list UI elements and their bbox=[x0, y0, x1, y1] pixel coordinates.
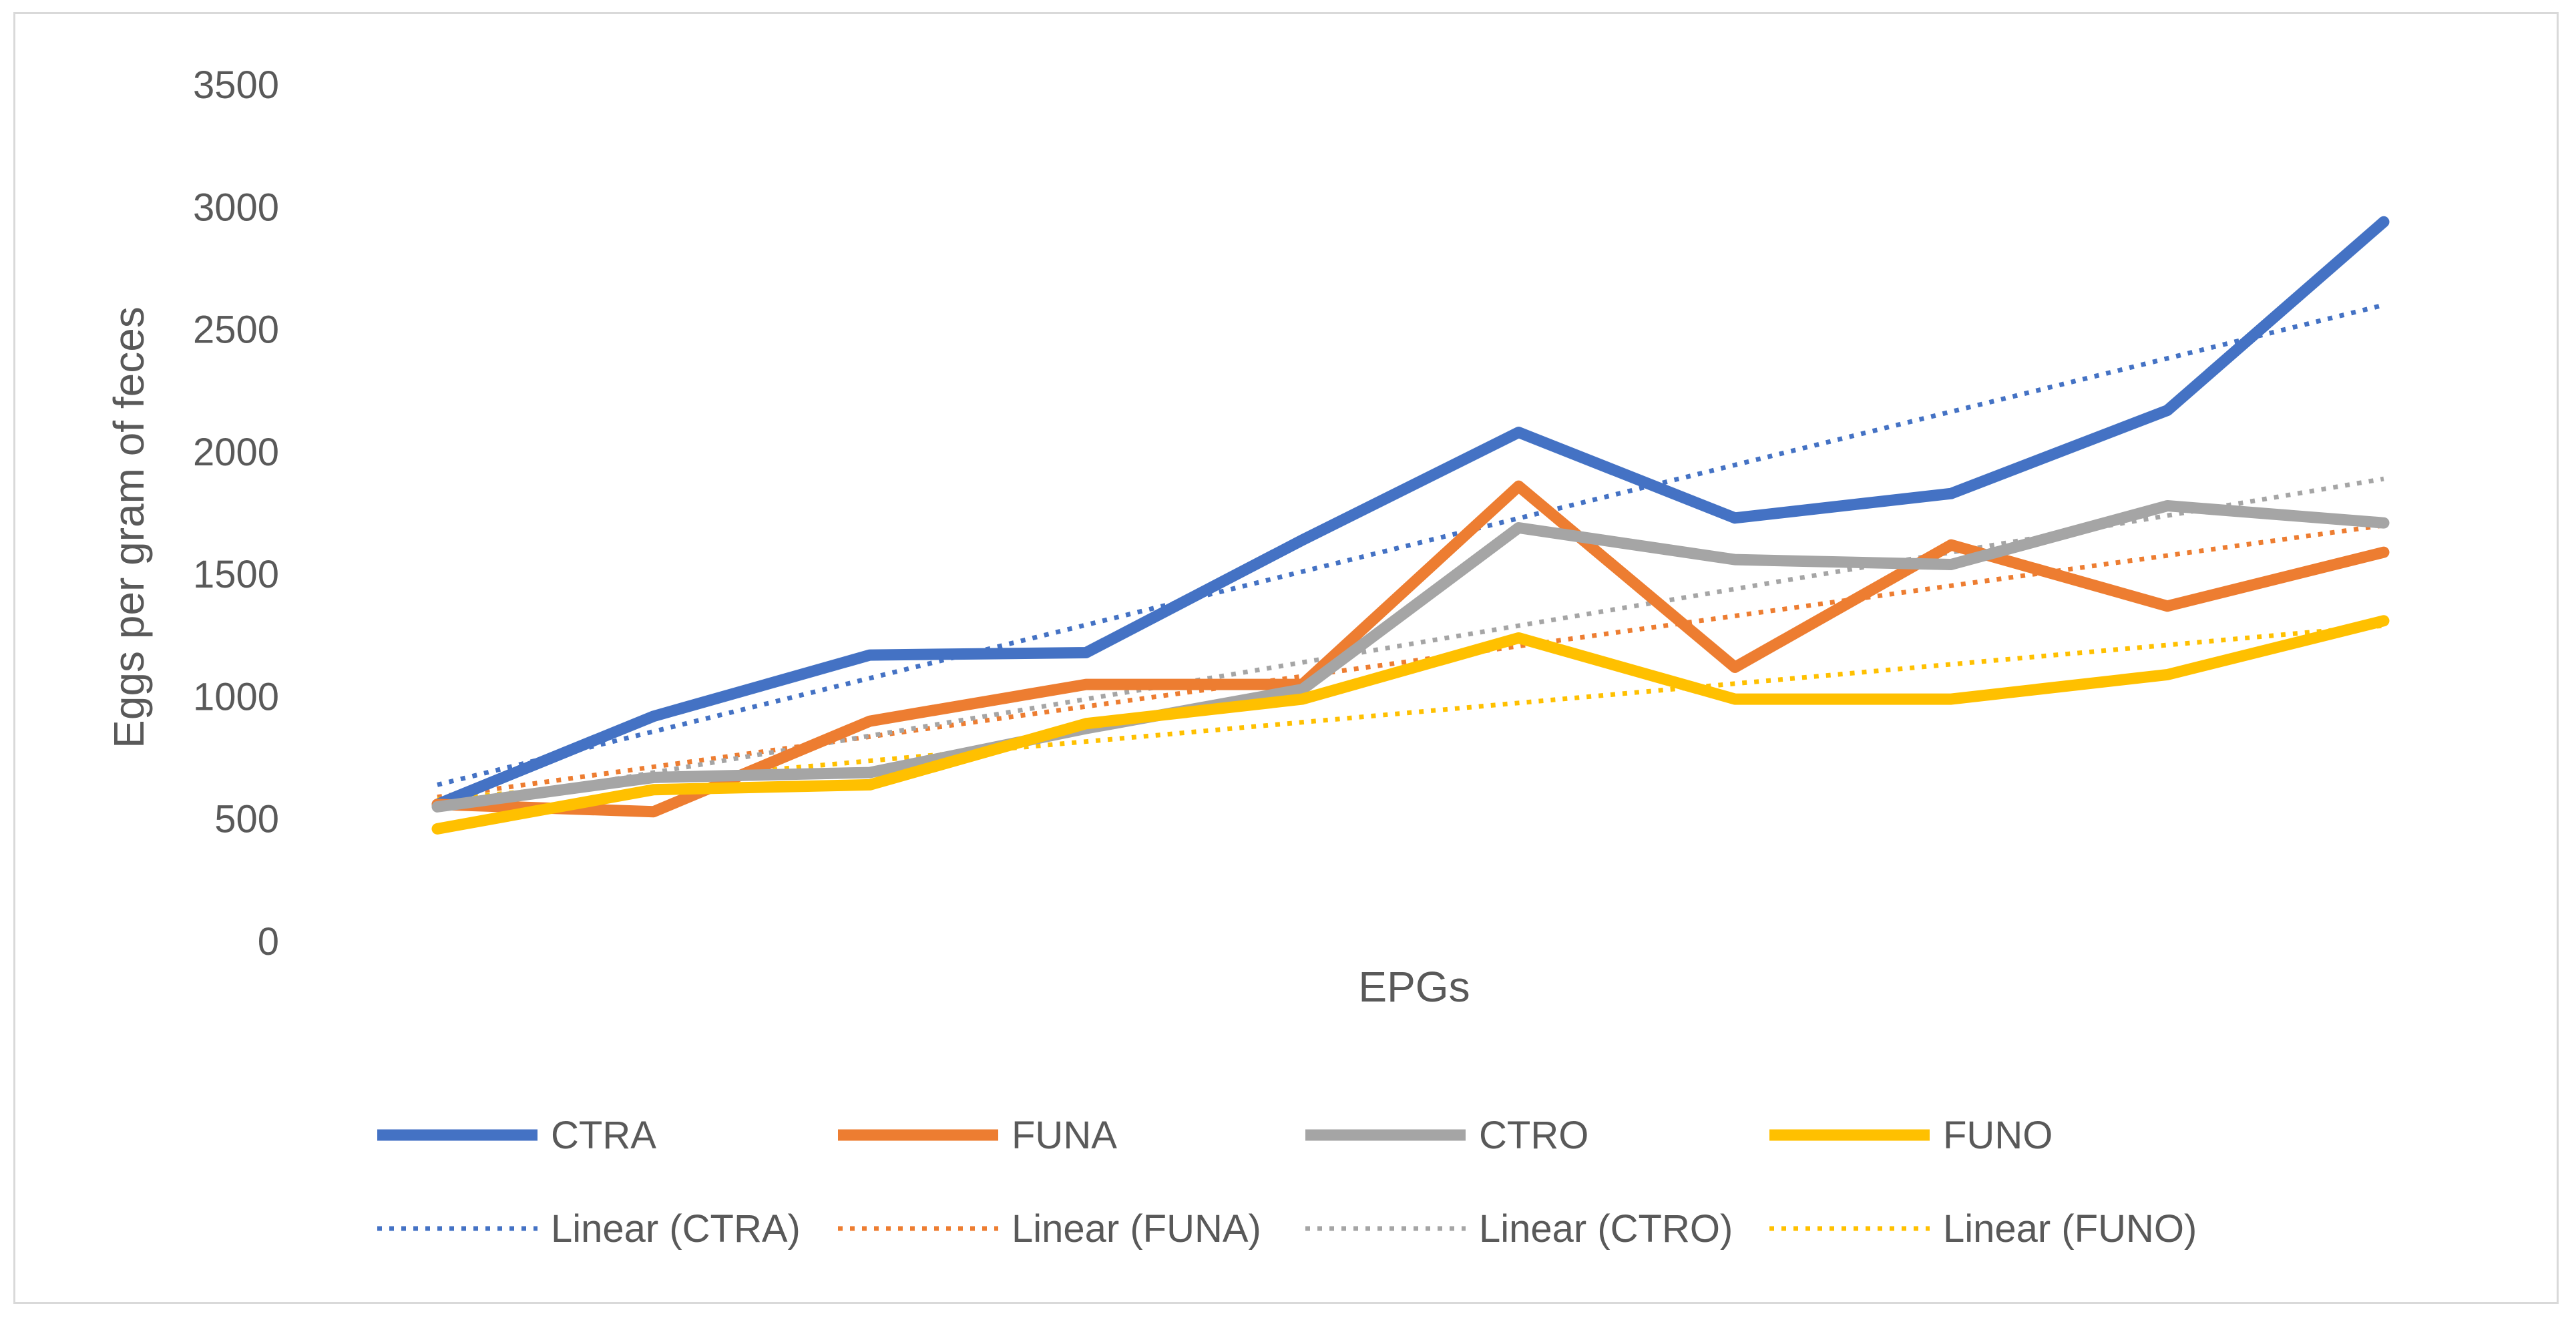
series-lines bbox=[431, 216, 2390, 835]
legend-label-ctra: CTRA bbox=[551, 1114, 656, 1157]
trendline-linear-funa bbox=[437, 523, 2384, 800]
legend-label-linear-ctro: Linear (CTRO) bbox=[1479, 1207, 1733, 1251]
chart-frame bbox=[13, 12, 2559, 1304]
legend-label-funa: FUNA bbox=[1012, 1114, 1117, 1157]
series-line-funo bbox=[431, 615, 2390, 835]
y-axis-title: Eggs per gram of feces bbox=[105, 306, 153, 748]
trendline-linear-ctro bbox=[437, 476, 2384, 812]
y-tick-label: 1500 bbox=[193, 553, 279, 596]
y-axis-ticks: 0 500 1000 1500 2000 2500 3000 3500 bbox=[193, 63, 279, 963]
y-tick-label: 2500 bbox=[193, 308, 279, 352]
legend-label-linear-funo: Linear (FUNO) bbox=[1943, 1207, 2197, 1251]
y-tick-label: 3000 bbox=[193, 186, 279, 229]
legend: CTRA FUNA CTRO FUNO Linear (CTRA) Linear (FUN… bbox=[377, 1114, 2197, 1251]
y-tick-label: 2000 bbox=[193, 431, 279, 474]
series-line-funa bbox=[431, 480, 2390, 818]
trendlines bbox=[437, 302, 2384, 812]
legend-label-linear-ctra: Linear (CTRA) bbox=[551, 1207, 801, 1251]
x-axis-title: EPGs bbox=[1358, 963, 1470, 1011]
legend-label-funo: FUNO bbox=[1943, 1114, 2053, 1157]
legend-label-ctro: CTRO bbox=[1479, 1114, 1588, 1157]
y-tick-label: 500 bbox=[214, 798, 279, 841]
y-tick-label: 0 bbox=[258, 920, 279, 963]
series-line-ctro bbox=[431, 500, 2390, 813]
series-line-ctra bbox=[431, 216, 2390, 811]
legend-label-linear-funa: Linear (FUNA) bbox=[1012, 1207, 1261, 1251]
y-tick-label: 3500 bbox=[193, 63, 279, 107]
y-tick-label: 1000 bbox=[193, 675, 279, 718]
